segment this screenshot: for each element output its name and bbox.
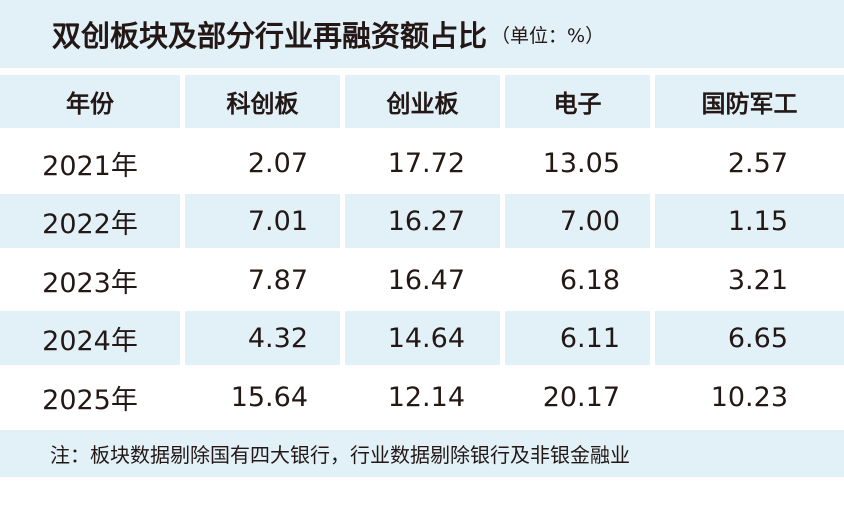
row-cell-bg [185,193,340,248]
value-cell: 15.64 [230,381,308,413]
header-cell: 国防军工 [701,90,798,118]
value-cell: 6.18 [559,264,620,296]
value-cell: 20.17 [542,381,620,413]
value-cell: 3.21 [727,264,788,296]
value-cell: 17.72 [387,147,465,179]
header-cell-bg [345,75,500,128]
row-cell-bg [505,310,650,365]
value-cell: 7.01 [247,206,308,238]
value-cell: 16.47 [387,264,465,296]
value-cell: 14.64 [387,323,465,355]
value-cell: 6.65 [727,323,788,355]
year-cell: 2024年 [42,326,138,358]
year-cell: 2025年 [42,384,138,416]
note: 注：板块数据剔除国有四大银行，行业数据剔除银行及非银金融业 [50,443,630,467]
value-cell: 4.32 [247,323,308,355]
row-cell-bg [655,310,844,365]
value-cell: 2.57 [727,147,788,179]
value-cell: 6.11 [559,323,620,355]
year-cell: 2023年 [42,267,138,299]
header-cell-bg [0,75,180,128]
value-cell: 10.23 [710,381,788,413]
row-cell-bg [345,310,500,365]
row-cell-bg [655,193,844,248]
header-cell: 创业板 [386,90,459,118]
header-cell-bg [655,75,844,128]
title: 双创板块及部分行业再融资额占比 [52,19,488,53]
value-cell: 2.07 [247,147,308,179]
header-cell-bg [505,75,650,128]
value-cell: 7.87 [247,264,308,296]
row-cell-bg [505,193,650,248]
value-cell: 7.00 [559,206,620,238]
year-cell: 2021年 [42,150,138,182]
header-cell: 科创板 [226,90,299,118]
value-cell: 1.15 [727,206,788,238]
row-cell-bg [345,193,500,248]
title-bar [0,0,844,68]
row-cell-bg [0,310,180,365]
header-cell-bg [185,75,340,128]
header-cell: 年份 [66,90,114,118]
value-cell: 12.14 [387,381,465,413]
year-cell: 2022年 [42,209,138,241]
unit: （单位：%） [491,24,605,47]
row-cell-bg [0,193,180,248]
header-cell: 电子 [553,90,602,118]
note-bar [0,430,844,477]
title-wrap: 双创板块及部分行业再融资额占比 （单位：%） [52,0,604,68]
value-cell: 16.27 [387,206,465,238]
row-cell-bg [185,310,340,365]
value-cell: 13.05 [542,147,620,179]
